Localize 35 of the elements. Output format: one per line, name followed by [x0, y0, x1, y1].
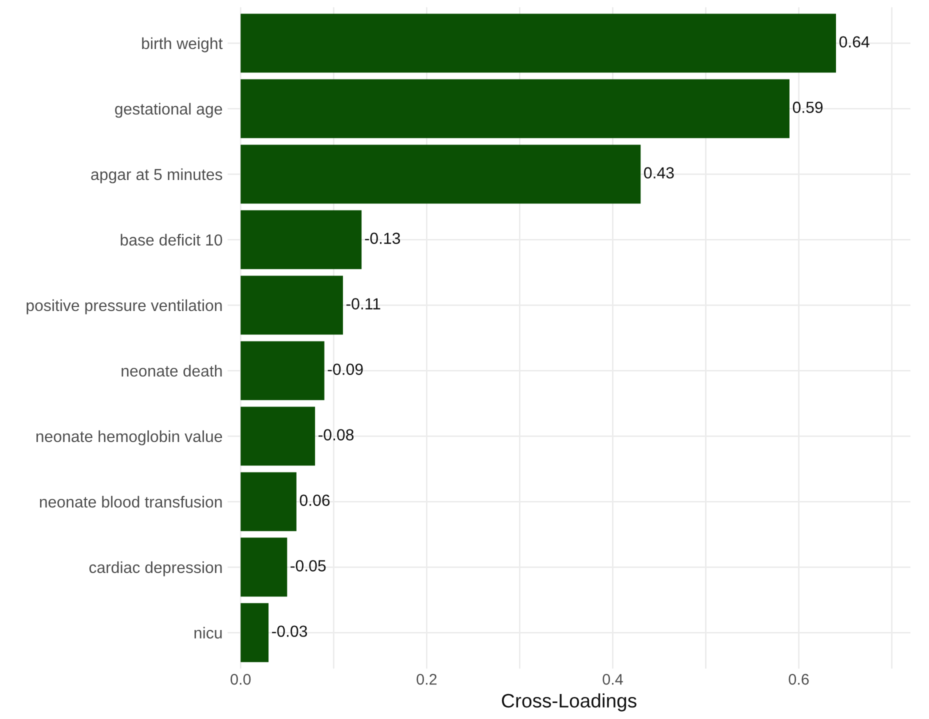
y-tick-label: apgar at 5 minutes — [91, 168, 222, 184]
annotation: -0.09 — [328, 364, 363, 375]
y-tick-label: base deficit 10 — [120, 234, 222, 246]
bar — [240, 341, 324, 400]
bar — [240, 406, 316, 466]
annotation: -0.03 — [272, 626, 308, 637]
annotation: -0.08 — [318, 429, 354, 440]
y-tick-label: gestational age — [115, 102, 222, 118]
x-tick-label: 0.2 — [416, 674, 437, 685]
bar — [240, 14, 836, 73]
bar — [240, 603, 269, 662]
annotation: 0.06 — [300, 494, 330, 506]
bar — [240, 210, 362, 270]
x-tick-label: 0.6 — [788, 674, 809, 685]
annotation: 0.59 — [792, 102, 823, 113]
x-axis-title: Cross-Loadings — [502, 693, 636, 712]
bar — [240, 538, 288, 597]
annotation: 0.43 — [644, 167, 674, 178]
bar — [240, 472, 296, 532]
annotation: -0.11 — [346, 298, 380, 310]
y-tick-label: birth weight — [142, 37, 223, 52]
y-tick-label: nicu — [194, 626, 222, 639]
x-tick-label: 0.0 — [230, 674, 251, 685]
x-tick-label: 0.4 — [602, 674, 623, 685]
y-tick-label: neonate blood transfusion — [40, 496, 222, 508]
annotation: -0.05 — [290, 560, 326, 572]
bar — [240, 79, 790, 138]
bar — [240, 144, 641, 204]
y-tick-label: cardiac depression — [89, 561, 222, 576]
y-tick-label: neonate hemoglobin value — [36, 430, 222, 446]
y-tick-label: positive pressure ventilation — [26, 299, 222, 314]
annotation: 0.64 — [839, 36, 870, 48]
bar — [240, 276, 343, 335]
annotation: -0.13 — [365, 232, 400, 244]
y-tick-label: neonate death — [122, 364, 222, 377]
